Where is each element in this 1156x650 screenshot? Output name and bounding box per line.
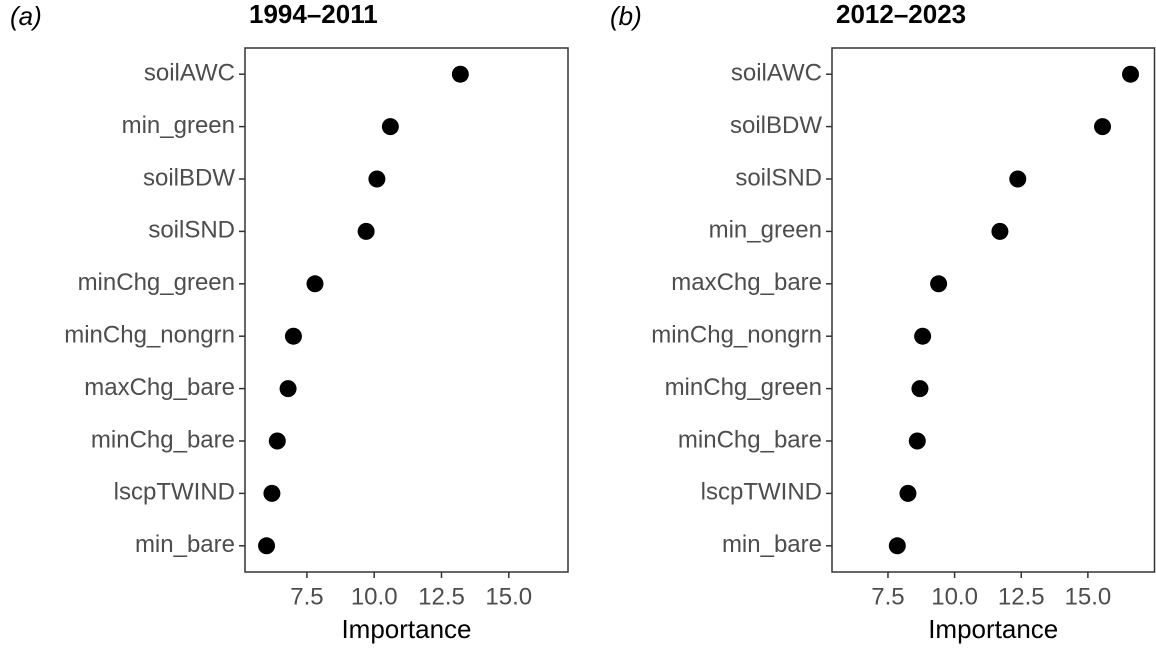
x-tick-label: 12.5 (418, 583, 465, 610)
panel-label: (a) (10, 1, 42, 31)
dot (908, 432, 926, 450)
y-tick-label: min_bare (135, 531, 235, 558)
dot (1094, 118, 1112, 136)
y-tick-label: min_green (122, 112, 235, 139)
dot (914, 327, 932, 345)
y-tick-label: maxChg_bare (671, 269, 822, 296)
plot-border (244, 47, 569, 573)
chart-title: 1994–2011 (249, 0, 378, 29)
dot (1122, 65, 1140, 83)
dot (991, 222, 1009, 240)
x-tick-label: 7.5 (871, 583, 904, 610)
y-tick-label: minChg_bare (91, 426, 235, 453)
dot (1009, 170, 1027, 188)
y-tick-label: minChg_bare (678, 426, 822, 453)
y-tick-label: soilSND (735, 164, 822, 191)
dot (263, 484, 281, 502)
dot (930, 275, 948, 293)
dot (911, 380, 929, 398)
x-tick-label: 7.5 (290, 583, 323, 610)
dot (284, 327, 302, 345)
dot (451, 65, 469, 83)
chart-title: 2012–2023 (836, 0, 966, 29)
dot (899, 484, 917, 502)
x-tick-label: 10.0 (931, 583, 978, 610)
y-tick-label: minChg_green (78, 269, 235, 296)
dot (357, 222, 375, 240)
y-tick-label: minChg_green (665, 374, 822, 401)
y-tick-label: soilBDW (730, 112, 822, 139)
y-tick-label: minChg_nongrn (64, 322, 235, 349)
y-tick-label: min_green (709, 217, 822, 244)
x-tick-label: 12.5 (998, 583, 1045, 610)
x-axis-title: Importance (928, 614, 1058, 644)
y-tick-label: soilAWC (731, 60, 822, 87)
y-tick-label: soilBDW (143, 164, 235, 191)
y-tick-label: soilAWC (144, 60, 235, 87)
y-tick-label: lscpTWIND (701, 479, 822, 506)
dot (381, 118, 399, 136)
dot (368, 170, 386, 188)
panel-label: (b) (610, 1, 642, 31)
x-tick-label: 10.0 (351, 583, 398, 610)
y-tick-label: min_bare (722, 531, 822, 558)
y-tick-label: soilSND (148, 217, 235, 244)
y-tick-label: maxChg_bare (84, 374, 235, 401)
dot (279, 380, 297, 398)
dot (306, 275, 324, 293)
dot (888, 537, 906, 555)
y-tick-label: minChg_nongrn (651, 322, 822, 349)
x-axis-title: Importance (341, 614, 471, 644)
dot (258, 537, 276, 555)
x-tick-label: 15.0 (485, 583, 532, 610)
plot-border (831, 47, 1156, 573)
y-tick-label: lscpTWIND (114, 479, 235, 506)
dot (268, 432, 286, 450)
x-tick-label: 15.0 (1065, 583, 1112, 610)
